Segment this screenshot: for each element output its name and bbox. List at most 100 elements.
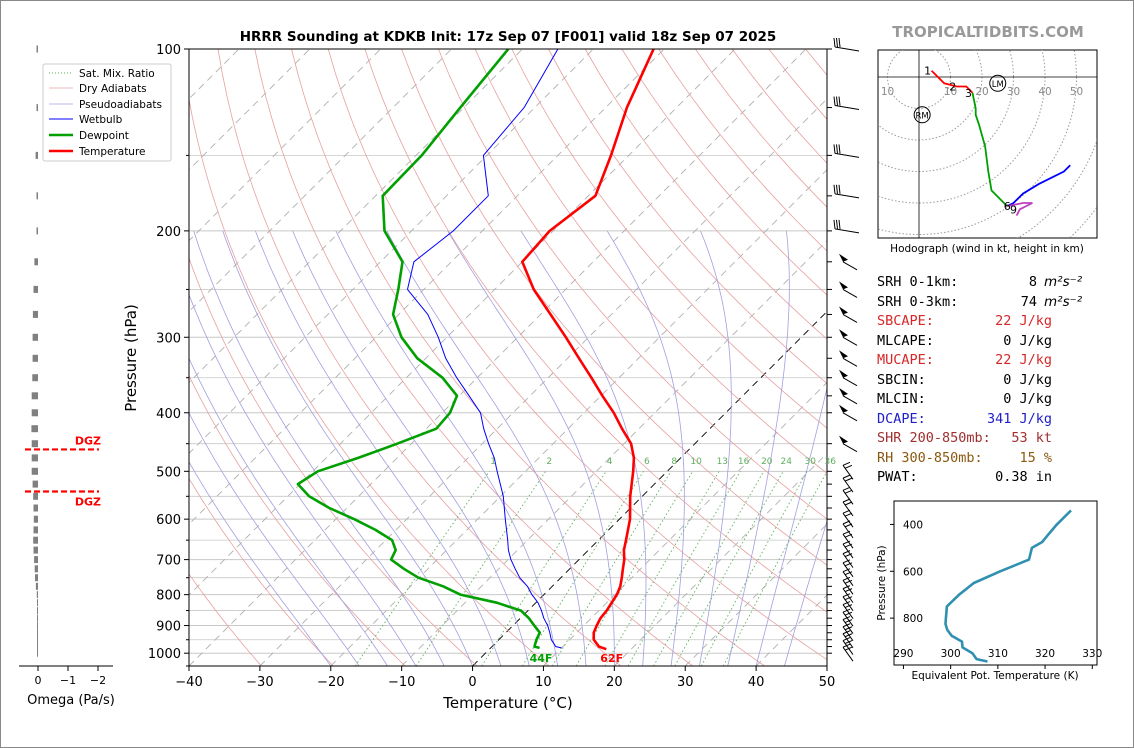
pseudoadiabat (292, 230, 530, 666)
omega-bar (35, 151, 38, 159)
wind-barb (839, 404, 858, 422)
wind-barb (842, 474, 854, 493)
dry-adiabat (511, 49, 827, 429)
mixing-ratio-label: 1 (490, 457, 496, 467)
param-value: 0.38 in (995, 469, 1052, 485)
wind-barb-staff (842, 377, 858, 387)
param-unit: m²s⁻² (1044, 293, 1083, 310)
x-tick-label: 50 (819, 675, 836, 690)
wind-barb-feather (844, 477, 853, 482)
wind-barb-staff (834, 105, 860, 111)
param-label: PWAT: (877, 469, 918, 485)
wind-barb-pennant (839, 404, 848, 413)
dry-adiabat (189, 573, 262, 666)
mixing-ratio-line (627, 471, 741, 666)
wind-barb-staff (842, 443, 858, 453)
dgz-top-label: DGZ (75, 434, 101, 447)
wind-barb-staff (834, 193, 860, 199)
legend-label-mix-ratio: Sat. Mix. Ratio (79, 68, 155, 80)
wind-barb-feather (842, 623, 851, 628)
wind-barb-pennant (839, 281, 848, 290)
wind-barb (839, 281, 858, 298)
dry-adiabat (189, 477, 334, 666)
omega-bar (36, 192, 38, 200)
wind-barb-staff (834, 228, 860, 234)
wind-barb (833, 37, 860, 52)
wind-barb-feather (842, 643, 851, 648)
mixing-ratio-label: 10 (690, 457, 702, 467)
isotherm-line (330, 169, 827, 666)
omega-bar (31, 467, 38, 475)
wind-barb (839, 329, 858, 346)
hodograph-height-label: 3 (965, 87, 972, 100)
x-tick-label: −40 (175, 675, 202, 690)
wind-barb-feather (842, 509, 851, 514)
mixing-ratio-line (522, 471, 644, 666)
mixing-ratio-label: 13 (717, 457, 728, 467)
legend-label-wetbulb: Wetbulb (79, 114, 123, 126)
omega-bar (33, 504, 38, 512)
mixing-ratio-line (551, 471, 672, 666)
mixing-ratio-line (653, 471, 765, 666)
mixing-ratio-line (481, 471, 607, 666)
mixing-ratio-label: 6 (644, 457, 650, 467)
x-tick-label: 40 (748, 675, 765, 690)
wind-barb (842, 643, 854, 662)
theta-e-x-tick-label: 330 (1082, 648, 1102, 660)
wind-barb-feather (844, 464, 853, 469)
wind-barb-feather (836, 37, 838, 48)
mixing-ratio-labels: 1 2 4 6 8 10 13 16 20 24 30 36 (490, 457, 836, 467)
dry-adiabat (584, 49, 827, 340)
param-row: MUCAPE: 22 J/kg (877, 351, 1097, 371)
isotherm-line (189, 49, 523, 384)
wind-barb-pennant (839, 306, 848, 315)
omega-bar (37, 629, 38, 637)
param-label: SRH 0-1km: (877, 274, 959, 290)
wind-barb-staff (842, 611, 854, 627)
wind-barb-feather (842, 576, 851, 581)
mixing-ratio-label: 16 (738, 457, 750, 467)
hodograph-height-label: 1 (924, 65, 931, 78)
wind-barb (842, 637, 854, 655)
hodograph-segment (971, 92, 1008, 207)
theta-e-profile (944, 509, 1072, 663)
wind-barb (842, 616, 854, 634)
isotherm-line (189, 49, 665, 525)
omega-bars (31, 45, 38, 657)
y-tick-label: 400 (156, 407, 181, 422)
wind-barb-feather (844, 543, 853, 548)
y-tick-label: 1000 (148, 647, 181, 662)
wind-barb-feather (844, 596, 853, 601)
wind-barb-feather (838, 37, 841, 48)
omega-bar (33, 526, 38, 534)
omega-bar (31, 454, 38, 462)
omega-bar (37, 649, 38, 657)
wind-barb (839, 387, 858, 405)
hodograph-labels: 10 10 20 30 40 50 1 2 3 6 9 LM RM (881, 65, 1083, 217)
param-row: DCAPE: 341 J/kg (877, 410, 1097, 430)
wind-barb-feather (842, 559, 851, 564)
omega-tick-label: −1 (60, 674, 76, 687)
wind-barb-feather (833, 37, 836, 48)
wind-barb-feather (836, 184, 838, 194)
y-tick-label: 600 (156, 513, 181, 528)
wind-barb-feather (842, 474, 851, 479)
hodograph-motion-marker (989, 74, 1007, 92)
param-value: 0 J/kg (1003, 371, 1052, 388)
y-tick-label: 900 (156, 620, 181, 635)
y-tick-label: 500 (156, 465, 181, 480)
omega-bar (37, 636, 38, 644)
param-value: 341 J/kg (986, 410, 1052, 427)
wind-barb-feather (836, 96, 838, 106)
wind-barb-feather (842, 630, 851, 635)
wind-barb-feather (844, 579, 853, 584)
wind-barb-feather (833, 96, 836, 106)
hodograph-segment (1007, 202, 1033, 217)
theta-e-y-tick-label: 800 (903, 613, 923, 625)
isotherm-line (189, 49, 594, 454)
temperature-line (520, 49, 655, 651)
mixing-ratio-line (700, 471, 808, 666)
omega-bar (34, 556, 38, 564)
theta-e-y-tick-label: 600 (903, 566, 923, 578)
